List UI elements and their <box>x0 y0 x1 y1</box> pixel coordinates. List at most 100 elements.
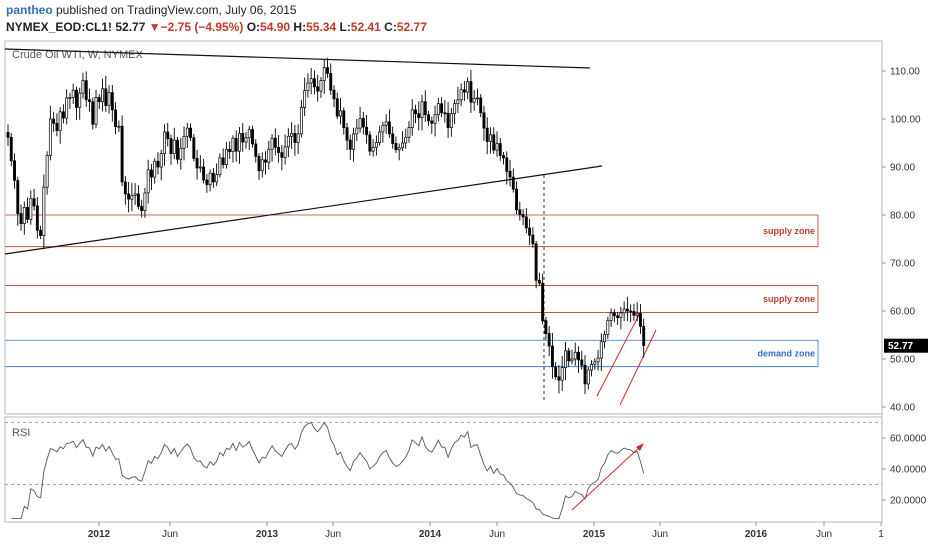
down-arrow-icon: ▼ <box>148 20 161 34</box>
candle-up <box>238 133 241 152</box>
candle-down <box>368 134 372 152</box>
candle-down <box>110 92 114 111</box>
candle-up <box>267 148 271 163</box>
zones-layer: supply zone supply zone demand zone <box>5 214 819 368</box>
candle-down <box>485 127 489 142</box>
candle-down <box>531 234 535 245</box>
candle-down <box>482 112 486 129</box>
candle-down <box>241 133 245 143</box>
candle-up <box>159 153 163 168</box>
time-tick-label: Jun <box>652 529 668 540</box>
candle-up <box>244 137 248 143</box>
candle-down <box>104 88 108 106</box>
publish-text: published on TradingView.com, July 06, 2… <box>52 3 297 17</box>
price-pane-frame <box>4 40 883 415</box>
candle-down <box>273 137 277 148</box>
publisher-username[interactable]: pantheo <box>6 3 53 17</box>
candle-up <box>410 109 414 128</box>
last-price-tag: 52.77 <box>888 341 913 352</box>
rsi-title: RSI <box>12 427 30 439</box>
time-tick-label: Jun <box>816 529 832 540</box>
candle-down <box>156 160 160 168</box>
last-price: 52.77 <box>115 20 146 34</box>
ohlc-header: NYMEX_EOD:CL1! 52.77 ▼−2.75 (−4.95%) O:5… <box>6 20 427 34</box>
candle-down <box>498 143 502 156</box>
candle-down <box>469 81 473 103</box>
candle-down <box>547 333 551 347</box>
candle-down <box>616 315 620 319</box>
candle-up <box>433 114 437 124</box>
candle-down <box>149 169 153 178</box>
candle-down <box>326 67 329 74</box>
candle-down <box>583 364 587 385</box>
candle-down <box>427 114 430 122</box>
candle-down <box>35 205 39 231</box>
candle-down <box>345 127 349 141</box>
rsi-tick-label: 20.0000 <box>890 496 927 507</box>
candle-up <box>309 78 313 84</box>
candle-down <box>202 166 206 181</box>
candle-down <box>26 206 30 220</box>
candle-down <box>13 160 16 181</box>
candle-up <box>593 361 597 365</box>
candle-down <box>280 152 284 158</box>
channel-lower-line <box>619 329 657 406</box>
candle-up <box>286 135 290 148</box>
candle-up <box>101 88 104 103</box>
time-axis: 2012 Jun 2013 Jun 2014 Jun 2015 Jun 2016 Jun 1 <box>88 522 884 540</box>
candle-up <box>247 129 251 139</box>
demand-zone-label: demand zone <box>757 348 815 358</box>
rsi-tick-label: 40.0000 <box>890 465 927 476</box>
price-tick-label: 110.00 <box>890 67 920 78</box>
candle-down <box>443 112 447 115</box>
candle-down <box>189 127 193 139</box>
candle-up <box>489 134 492 142</box>
candle-down <box>537 279 541 284</box>
close-value: 52.77 <box>396 20 427 34</box>
candle-up <box>420 101 424 118</box>
candle-up <box>378 131 382 143</box>
candle-up <box>371 146 375 152</box>
candle-down <box>534 243 538 281</box>
price-tick-label: 100.00 <box>890 115 921 126</box>
candle-down <box>312 78 316 88</box>
candle-down <box>6 132 10 138</box>
candle-up <box>45 155 49 188</box>
candle-down <box>361 118 365 128</box>
price-tick-label: 60.00 <box>890 307 915 318</box>
candle-down <box>365 126 369 136</box>
candle-down <box>254 143 258 157</box>
candle-up <box>449 113 453 128</box>
price-axis: 110.00 100.00 90.00 80.00 70.00 60.00 50.00 40.… <box>882 67 928 414</box>
candle-down <box>642 326 646 346</box>
candle-up <box>81 80 85 94</box>
supply-zone-label: supply zone <box>763 294 815 304</box>
candle-up <box>586 369 590 385</box>
candle-down <box>335 98 339 117</box>
candle-up <box>283 146 287 158</box>
candle-down <box>176 139 179 160</box>
last-price-box <box>884 338 928 353</box>
candle-down <box>55 122 59 131</box>
candle-down <box>32 198 36 207</box>
candle-down <box>446 112 450 128</box>
candle-down <box>423 101 427 116</box>
change-value: −2.75 (−4.95%) <box>160 20 244 34</box>
candle-up <box>208 172 212 186</box>
candle-up <box>94 97 98 125</box>
candle-down <box>75 89 78 108</box>
candle-down <box>120 125 124 183</box>
price-tick-label: 40.00 <box>890 403 915 414</box>
candle-down <box>123 181 127 195</box>
candle-down <box>91 101 95 125</box>
candle-down <box>257 156 261 172</box>
candle-up <box>495 143 499 151</box>
candle-down <box>329 73 333 91</box>
resistance-trendline <box>4 48 591 69</box>
candle-up <box>358 118 362 129</box>
candle-up <box>270 137 274 150</box>
candle-down <box>625 308 629 312</box>
candle-down <box>521 214 525 218</box>
candle-down <box>557 376 561 381</box>
